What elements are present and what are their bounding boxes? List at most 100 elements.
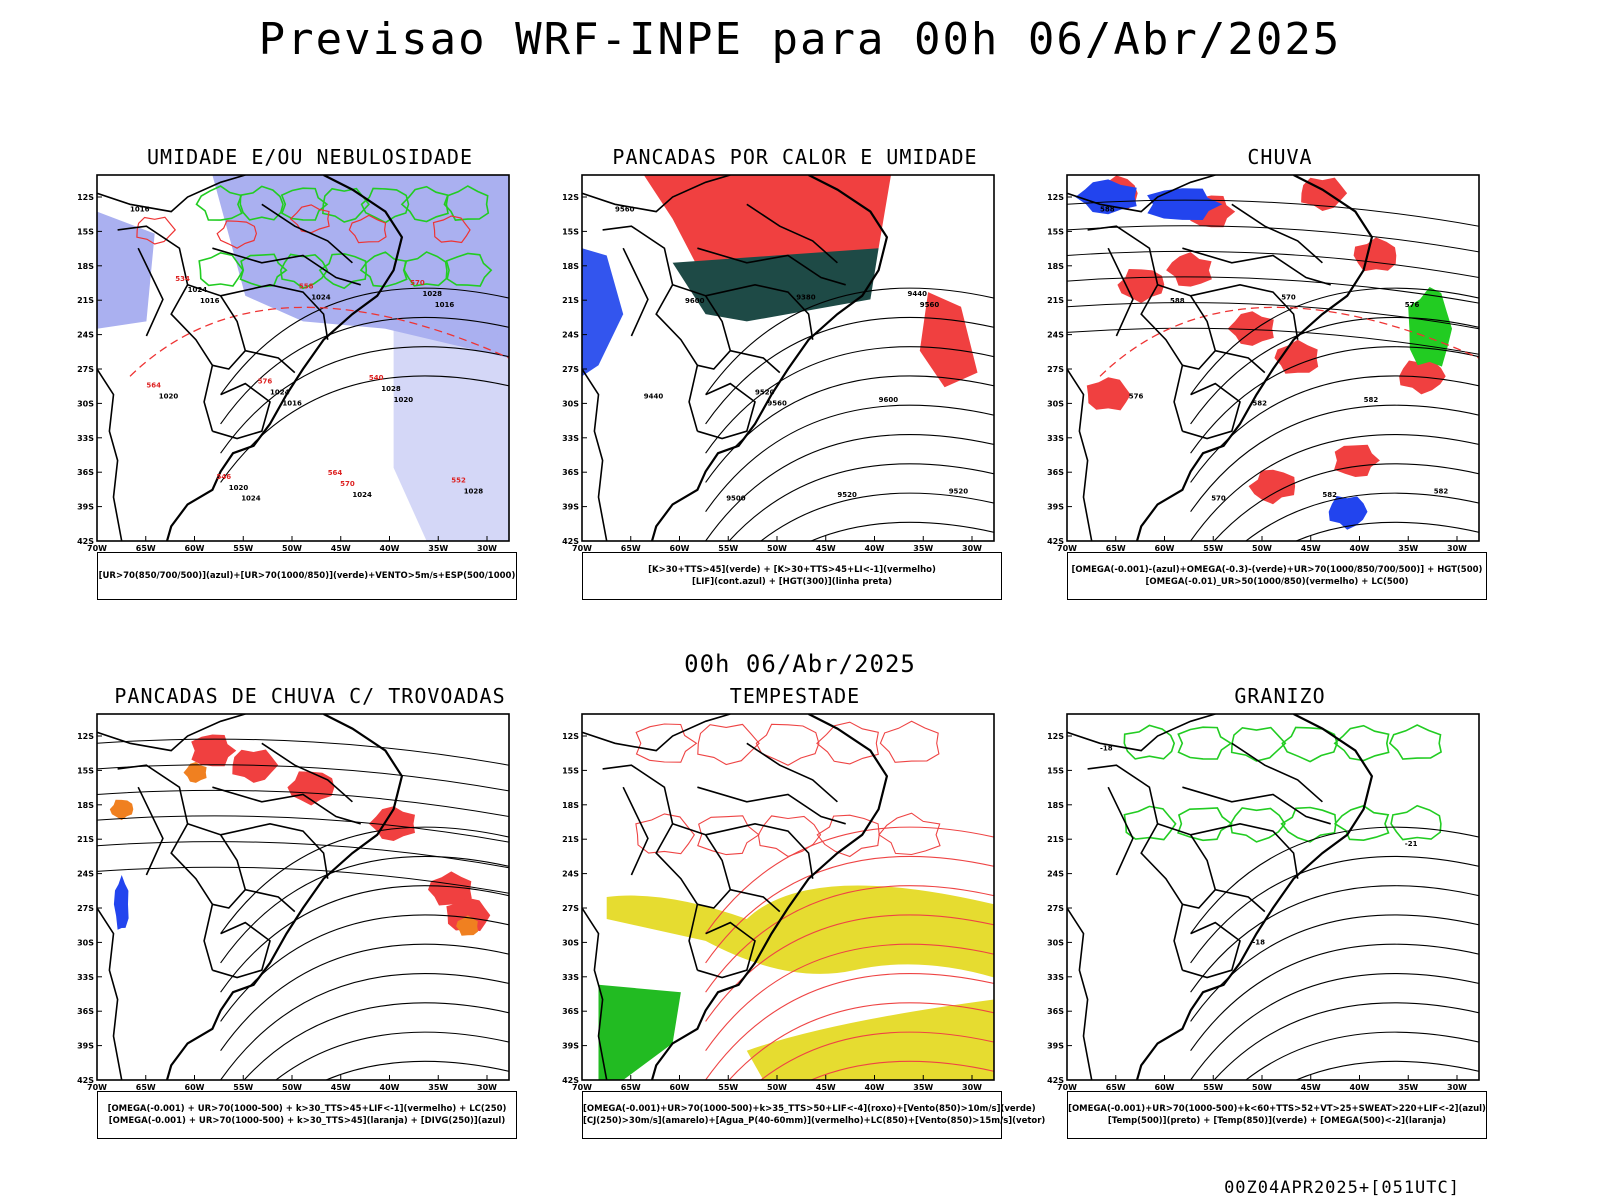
lat-tick-label: 42S <box>562 537 579 546</box>
jet-yellow-area <box>746 999 994 1080</box>
lon-tick-label: 40W <box>1350 544 1370 551</box>
temp850-green-contour <box>1390 804 1442 841</box>
lon-tick-label: 70W <box>572 1083 592 1090</box>
lon-tick-label: 45W <box>1301 1083 1321 1090</box>
lat-tick-label: 42S <box>77 537 94 546</box>
lon-tick-label: 65W <box>136 1083 156 1090</box>
lon-tick-label: 45W <box>331 1083 351 1090</box>
lat-tick-label: 39S <box>1047 503 1064 512</box>
contour-label: 1028 <box>464 487 484 495</box>
political-border <box>697 382 756 440</box>
coastline <box>1135 175 1374 541</box>
lat-tick-label: 18S <box>77 262 94 271</box>
political-border <box>261 742 353 803</box>
lat-tick-label: 15S <box>1047 227 1064 236</box>
lat-tick-label: 33S <box>562 434 579 443</box>
contour-label: 546 <box>217 473 232 481</box>
main-title: Previsao WRF-INPE para 00h 06/Abr/2025 <box>258 14 1342 65</box>
legend-line: [OMEGA(-0.001)-(azul)+OMEGA(-0.3)-(verde… <box>1071 565 1483 575</box>
isoline <box>1213 463 1479 541</box>
lif-blue-area <box>582 248 624 377</box>
instability-red-area <box>919 292 978 388</box>
political-border <box>672 284 732 370</box>
lon-tick-label: 70W <box>1057 544 1077 551</box>
political-border <box>1182 382 1241 440</box>
isoline <box>220 885 509 993</box>
legend-line: [Temp(500)](preto) + [Temp(850)](verde) … <box>1107 1116 1447 1126</box>
political-border <box>697 786 846 825</box>
lon-tick-label: 40W <box>865 1083 885 1090</box>
isoline <box>705 287 994 395</box>
political-border <box>1190 822 1299 879</box>
temp850-green-contour <box>1333 804 1390 842</box>
middle-title: 00h 06/Abr/2025 <box>684 650 916 678</box>
political-border <box>1215 349 1266 374</box>
isoline <box>275 1031 509 1080</box>
lat-tick-label: 27S <box>1047 365 1064 374</box>
map-frame <box>96 174 510 542</box>
political-border <box>697 921 756 979</box>
isoline <box>1190 943 1479 1052</box>
lat-tick-label: 12S <box>562 193 579 202</box>
contour-label: 588 <box>1170 297 1185 305</box>
political-border <box>1107 247 1134 337</box>
humidity-green-contour <box>403 251 448 287</box>
storm-orange-area <box>456 915 479 936</box>
contour-label: 9500 <box>726 495 746 503</box>
isoline <box>1245 492 1479 541</box>
lon-tick-label: 55W <box>233 1083 253 1090</box>
lat-tick-label: 24S <box>77 870 94 879</box>
map-background <box>1067 714 1479 1080</box>
streamline <box>1067 225 1479 253</box>
rain-red-area <box>1166 252 1212 287</box>
coastline <box>1135 714 1374 1080</box>
contour-label: 1020 <box>229 484 249 492</box>
lon-tick-label: 30W <box>1447 544 1467 551</box>
lon-tick-label: 45W <box>816 544 836 551</box>
panel-umidade: UMIDADE E/OU NEBULOSIDADE 1016 1016 1016 10… <box>70 145 550 615</box>
lon-tick-label: 65W <box>136 544 156 551</box>
lat-tick-label: 12S <box>77 193 94 202</box>
thickness-red-contour <box>136 216 177 245</box>
map-frame <box>581 713 995 1081</box>
rain-blue-area <box>1147 188 1223 220</box>
coastline <box>1067 368 1093 541</box>
lon-tick-label: 45W <box>816 1083 836 1090</box>
panel-pancadas-calor: PANCADAS POR CALOR E UMIDADE 9560 9560 956… <box>555 145 1035 615</box>
lat-tick-label: 21S <box>77 835 94 844</box>
panel-pancadas-trovoadas: PANCADAS DE CHUVA C/ TROVOADAS 12S 15S 18S… <box>70 684 550 1154</box>
political-border <box>622 786 649 876</box>
lat-tick-label: 21S <box>77 296 94 305</box>
lat-tick-label: 36S <box>77 1007 94 1016</box>
thickness-red-contour <box>216 220 258 249</box>
political-border <box>582 714 731 752</box>
political-border <box>97 714 246 752</box>
isoline <box>220 826 509 934</box>
lat-tick-label: 30S <box>562 938 579 947</box>
political-border <box>1157 284 1217 370</box>
isoline <box>705 434 994 541</box>
isoline <box>705 885 994 993</box>
political-border <box>672 823 732 909</box>
lat-tick-label: 27S <box>77 365 94 374</box>
political-border <box>705 822 814 879</box>
lat-tick-label: 30S <box>77 399 94 408</box>
contour-label: 9560 <box>920 301 940 309</box>
lat-tick-label: 36S <box>1047 468 1064 477</box>
map-granizo: -18 -18 -21 12S 15S 18S 21S 24S 27S 30S 33S 36S 39S 4… <box>1047 713 1480 1090</box>
lon-tick-label: 70W <box>1057 1083 1077 1090</box>
coastline <box>97 907 123 1080</box>
lon-tick-label: 60W <box>1155 544 1175 551</box>
map-umidade: 1016 1016 1016 1024 1020 1016 1024 1020 1024 1028… <box>77 174 510 551</box>
panel-title: GRANIZO <box>1234 684 1326 708</box>
map-frame <box>1066 174 1480 542</box>
rain-blue-area <box>1328 496 1368 530</box>
contour-label: 570 <box>1281 293 1296 301</box>
lat-tick-label: 12S <box>562 732 579 741</box>
streamline <box>1067 302 1479 330</box>
political-border <box>1087 225 1184 432</box>
contour-label: 9440 <box>908 290 928 298</box>
temp850-green-contour <box>1177 807 1233 842</box>
contour-label: -18 <box>1100 745 1113 753</box>
lon-tick-label: 35W <box>913 1083 933 1090</box>
